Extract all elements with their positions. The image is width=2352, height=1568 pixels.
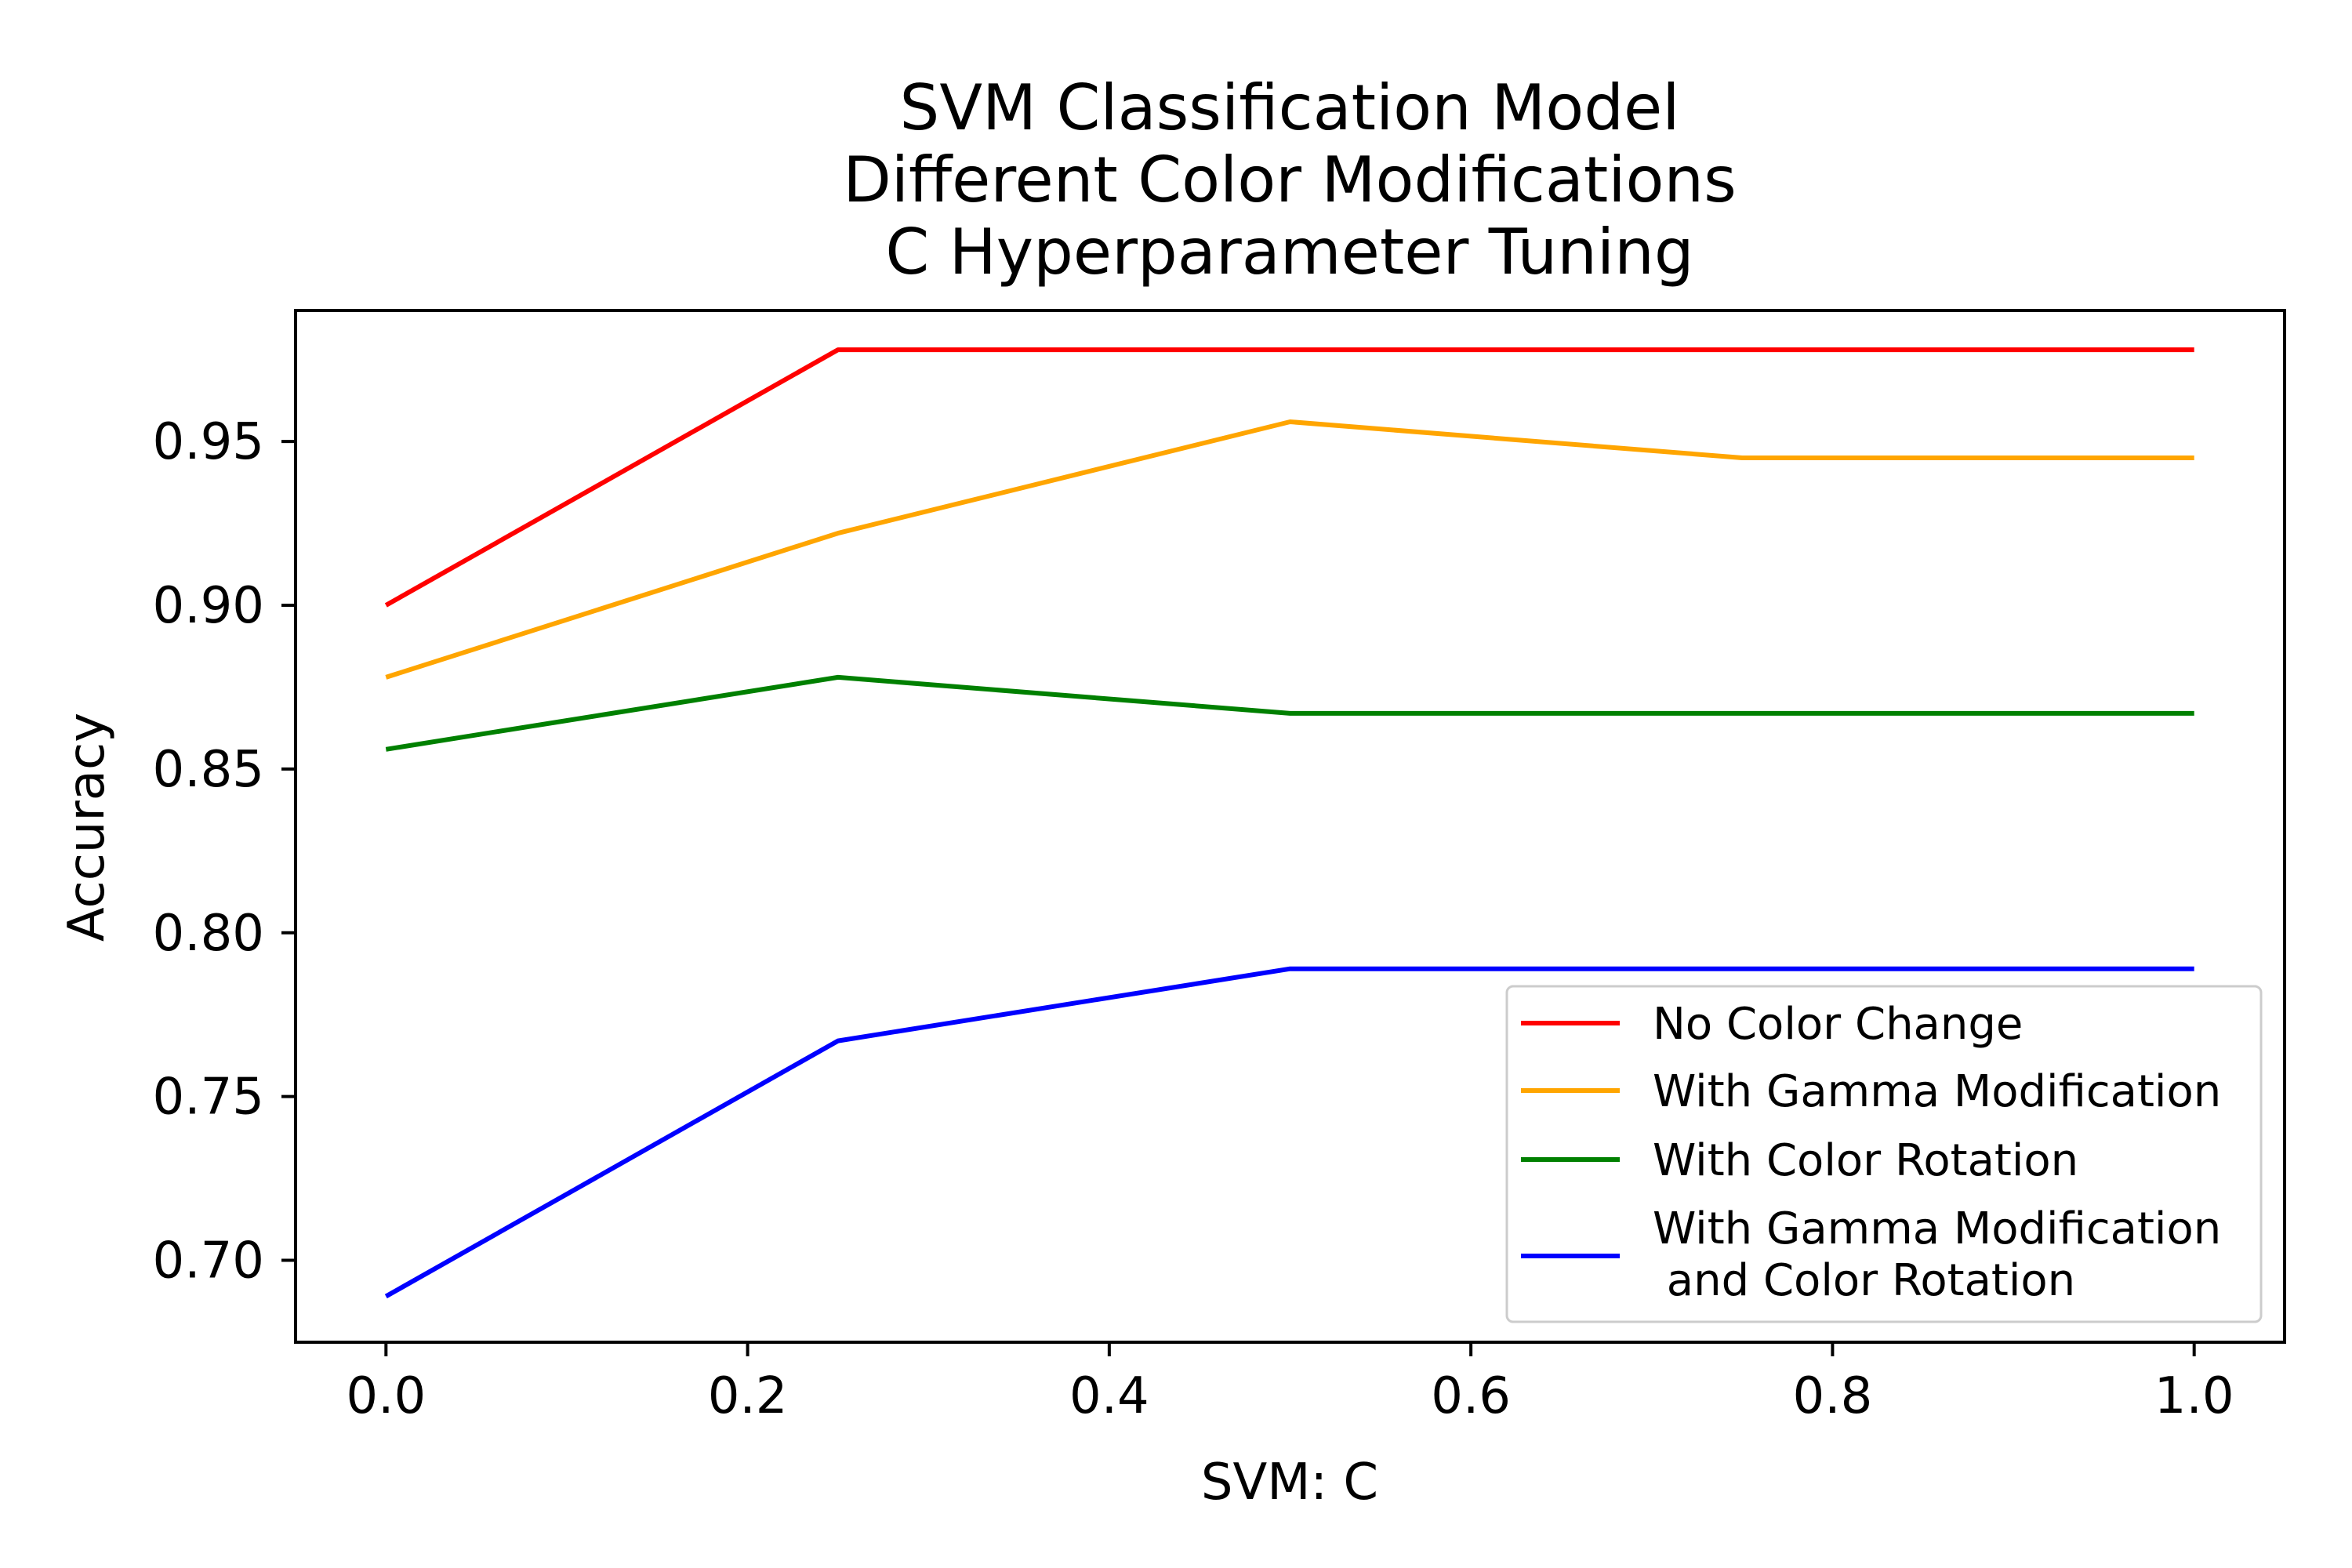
chart-title-line-3: C Hyperparameter Tuning — [885, 216, 1693, 289]
legend-label-gamma-modification: With Gamma Modification — [1653, 1066, 2221, 1117]
plot-area: 0.0 0.2 0.4 0.6 0.8 1.0 0.700.750.800.850.900… — [153, 309, 2286, 1425]
legend-label-color-rotation: With Color Rotation — [1653, 1135, 2078, 1186]
chart-title-line-1: SVM Classification Model — [900, 71, 1680, 144]
axes-frame — [294, 309, 2286, 1344]
series-lines — [384, 347, 2194, 1299]
y-axis-ticks: 0.70 0.75 0.80 0.85 0.90 0.95 — [153, 413, 296, 1290]
legend-label-gamma-and-rotation-line-1: With Gamma Modification — [1653, 1203, 2221, 1254]
x-tick-label-0: 0.0 — [346, 1367, 426, 1425]
y-axis-label: Accuracy — [58, 713, 116, 942]
x-tick-label-1: 0.2 — [708, 1367, 788, 1425]
series-line-0 — [384, 347, 2194, 608]
x-tick-label-3: 0.6 — [1431, 1367, 1511, 1425]
x-tick-label-4: 0.8 — [1793, 1367, 1873, 1425]
x-tick-label-2: 0.4 — [1069, 1367, 1149, 1425]
legend-label-no-color-change: No Color Change — [1653, 999, 2023, 1050]
chart-title-line-2: Different Color Modifications — [843, 143, 1737, 216]
x-axis-label: SVM: C — [1201, 1454, 1378, 1512]
y-tick-label-5: 0.95 — [153, 413, 265, 471]
x-axis-ticks: 0.0 0.2 0.4 0.6 0.8 1.0 — [346, 1342, 2234, 1425]
legend-box — [1505, 985, 2263, 1323]
series-line-2 — [385, 674, 2194, 752]
y-tick-label-3: 0.85 — [153, 741, 265, 799]
y-tick-label-4: 0.90 — [153, 577, 265, 635]
y-tick-label-2: 0.80 — [153, 905, 265, 963]
series-line-1 — [385, 419, 2194, 680]
chart-title: SVM Classification Model Different Color… — [843, 71, 1737, 289]
legend-label-gamma-and-rotation: With Gamma Modification and Color Rotati… — [1653, 1203, 2235, 1306]
legend-label-gamma-and-rotation-line-2: and Color Rotation — [1653, 1255, 2075, 1306]
x-tick-label-5: 1.0 — [2154, 1367, 2234, 1425]
y-tick-label-1: 0.75 — [153, 1069, 265, 1127]
y-tick-label-0: 0.70 — [153, 1232, 265, 1290]
legend: No Color Change With Gamma Modification … — [1505, 985, 2263, 1323]
series-line-3 — [384, 966, 2194, 1299]
